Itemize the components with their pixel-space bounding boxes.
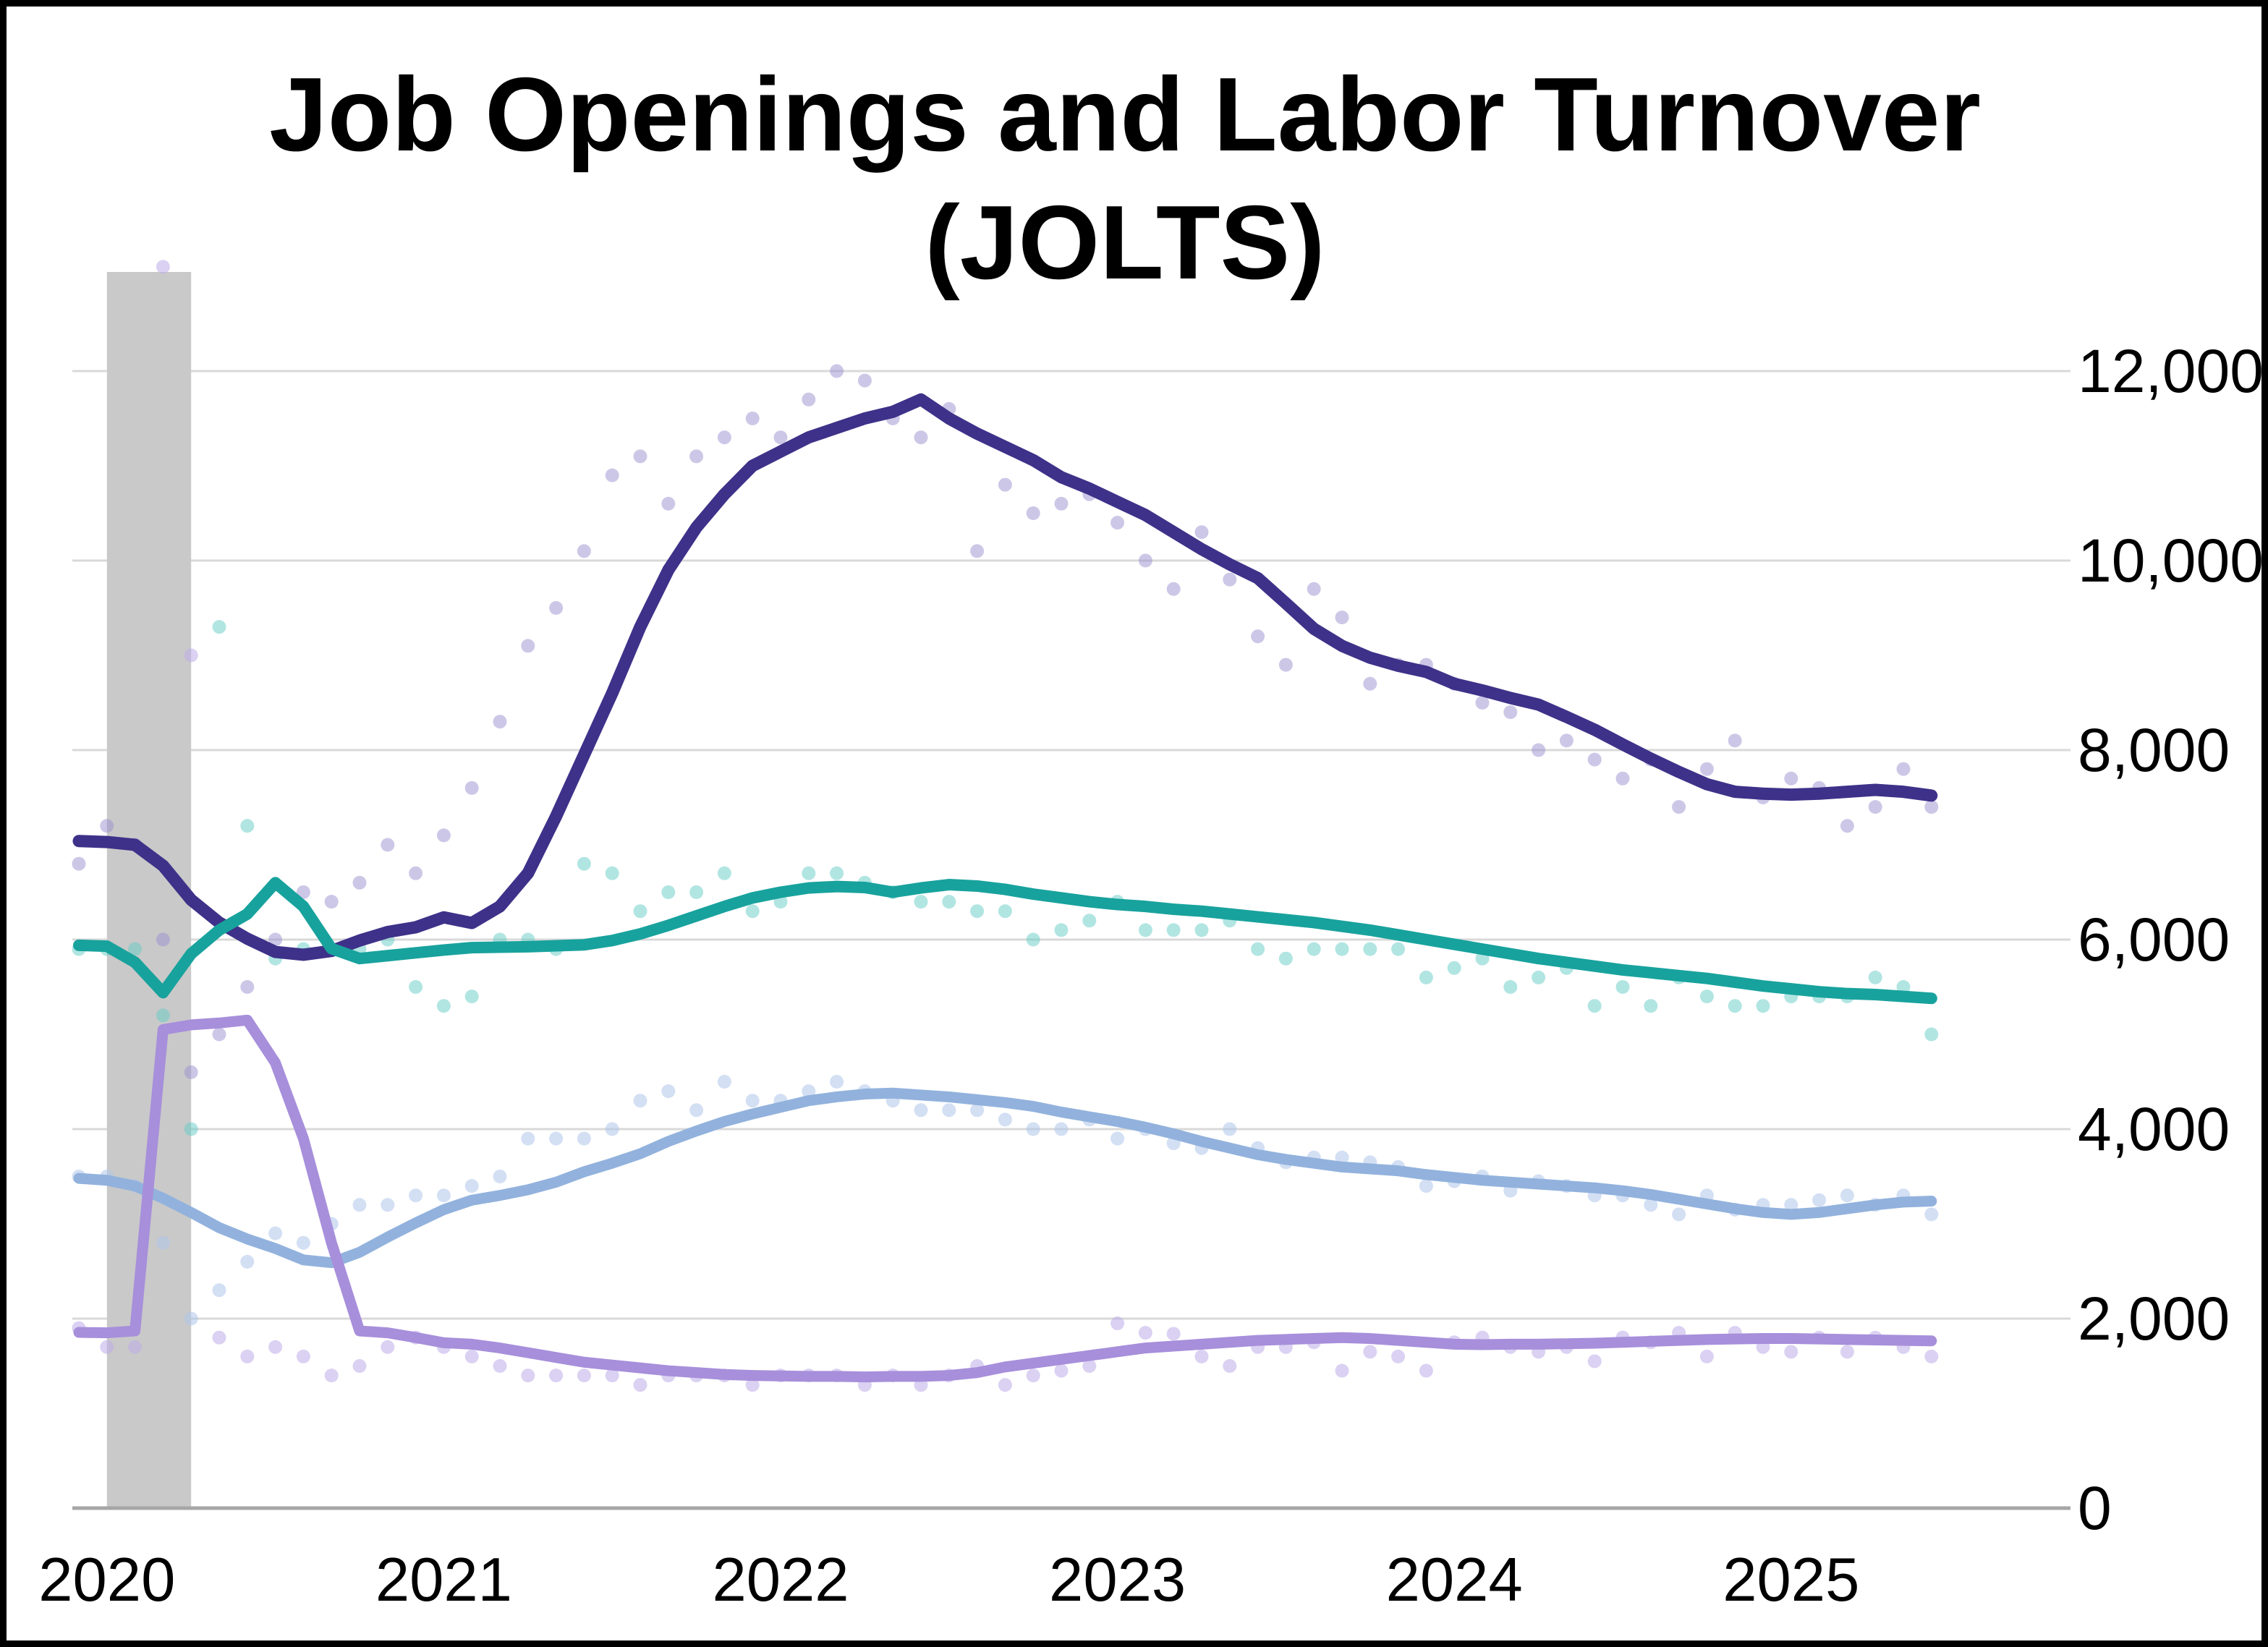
- chart-title-line-1: Job Openings and Labor Turnover: [269, 56, 1981, 173]
- y-tick-label-6000: 6,000: [2078, 906, 2230, 974]
- x-tick-label-2020: 2020: [38, 1546, 176, 1614]
- x-tick-label-2021: 2021: [375, 1546, 512, 1614]
- chart-title: Job Openings and Labor Turnover (JOLTS): [109, 51, 2141, 307]
- dots-quits: [72, 1075, 1939, 1326]
- line-hires: [73, 877, 1937, 1005]
- y-tick-label-2000: 2,000: [2078, 1285, 2230, 1353]
- x-tick-label-2022: 2022: [712, 1546, 849, 1614]
- x-tick-label-2023: 2023: [1049, 1546, 1186, 1614]
- dots-layoffs-and-discharges: [72, 260, 1939, 1392]
- line-job-openings: [72, 393, 1938, 961]
- x-tick-label-2024: 2024: [1385, 1546, 1523, 1614]
- x-tick-label-2025: 2025: [1723, 1546, 1860, 1614]
- chart-title-line-2: (JOLTS): [925, 183, 1325, 301]
- y-tick-label-4000: 4,000: [2078, 1095, 2230, 1163]
- y-tick-label-0: 0: [2078, 1474, 2112, 1542]
- line-layoffs-and-discharges: [73, 1014, 1937, 1383]
- y-tick-label-12000: 12,000: [2078, 337, 2264, 405]
- y-tick-label-8000: 8,000: [2078, 716, 2230, 784]
- y-tick-label-10000: 10,000: [2078, 527, 2264, 595]
- dots-hires: [72, 620, 1939, 1136]
- line-quits: [73, 1087, 1937, 1269]
